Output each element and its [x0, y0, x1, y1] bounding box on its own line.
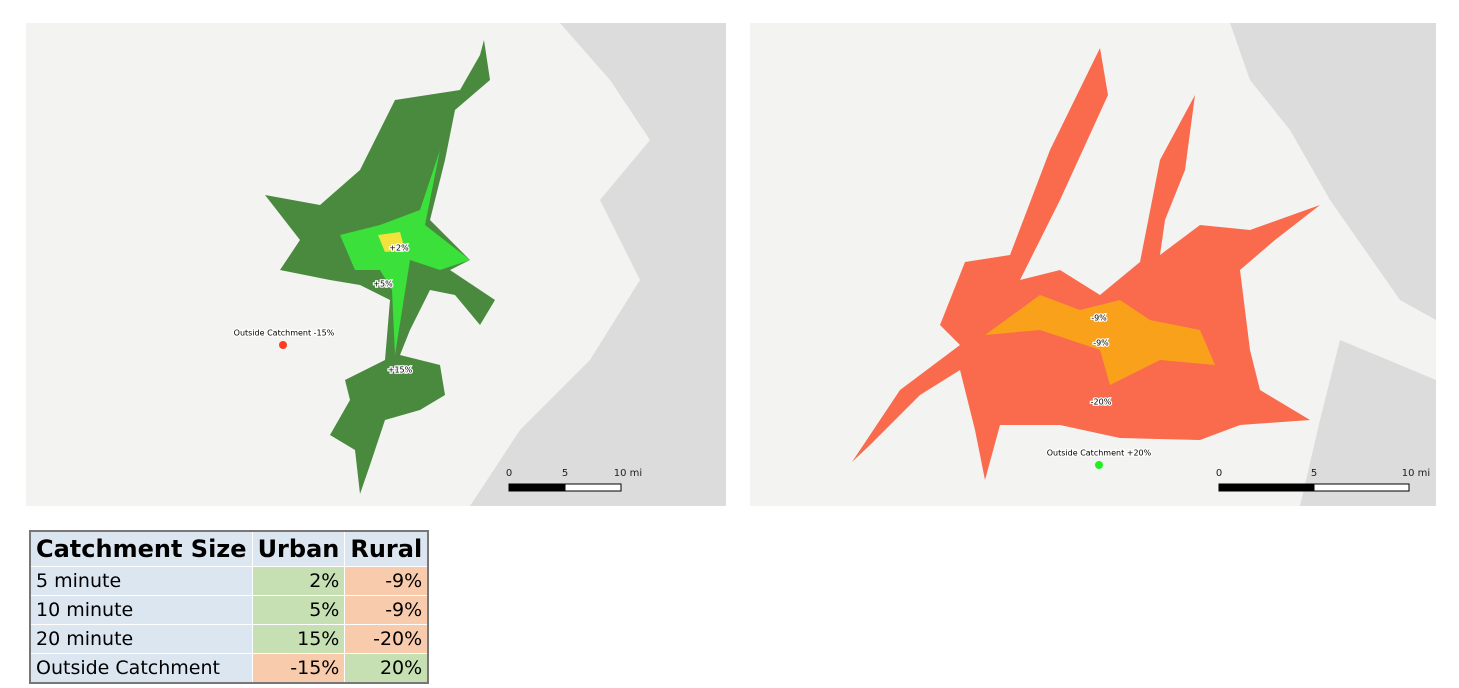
- cell: Outside Catchment: [29, 653, 253, 684]
- row: 5 minute 2% -9%: [29, 566, 429, 596]
- catchment-urban-10: [340, 150, 470, 355]
- outside-point: [279, 341, 287, 349]
- cell: -20%: [344, 624, 429, 654]
- water: [470, 23, 726, 506]
- row: Outside Catchment -15% 20%: [29, 653, 429, 684]
- map-label: +2%: [389, 244, 409, 253]
- row: 10 minute 5% -9%: [29, 595, 429, 625]
- scale-label: 0: [1216, 468, 1222, 479]
- catchment-table: Catchment Size Urban Rural 5 minute 2% -…: [29, 530, 430, 684]
- map-label: +15%: [388, 366, 413, 375]
- scale-bar: [1218, 483, 1315, 492]
- header-cell: Urban: [251, 530, 346, 567]
- scale-label: 0: [506, 468, 512, 479]
- cell: 2%: [251, 566, 346, 596]
- scale-label: 10 mi: [1402, 468, 1430, 479]
- catchment-urban-5: [378, 232, 405, 252]
- water: [1300, 340, 1436, 506]
- cell: 10 minute: [29, 595, 253, 625]
- scale-bar: [508, 483, 566, 492]
- cell: 20%: [344, 653, 429, 684]
- header-row: Catchment Size Urban Rural: [29, 530, 429, 567]
- map-label: -9%: [1091, 314, 1107, 323]
- catchment-rural-10: [985, 295, 1215, 385]
- map-label: +5%: [373, 280, 393, 289]
- map-label: -9%: [1093, 339, 1109, 348]
- map-label: -20%: [1091, 398, 1112, 407]
- cell: 20 minute: [29, 624, 253, 654]
- scale-label: 5: [1311, 468, 1317, 479]
- cell: -15%: [251, 653, 346, 684]
- water: [1230, 23, 1436, 320]
- cell: -9%: [344, 566, 429, 596]
- scale-label: 10 mi: [614, 468, 642, 479]
- map-left: +2% +5% +15% Outside Catchment -15% 0 5 …: [26, 23, 726, 506]
- scale-bar: [564, 483, 622, 492]
- outside-point: [1095, 461, 1103, 469]
- cell: -9%: [344, 595, 429, 625]
- header-cell: Catchment Size: [29, 530, 253, 567]
- map-label: Outside Catchment -15%: [234, 329, 335, 338]
- maps: +2% +5% +15% Outside Catchment -15% 0 5 …: [26, 23, 1436, 506]
- catchment-rural-20: [852, 48, 1320, 480]
- map-right: -9% -9% -20% Outside Catchment +20% 0 5 …: [750, 23, 1436, 506]
- scale-bar: [1313, 483, 1410, 492]
- row: 20 minute 15% -20%: [29, 624, 429, 654]
- scale-label: 5: [562, 468, 568, 479]
- header-cell: Rural: [344, 530, 429, 567]
- map-label: Outside Catchment +20%: [1047, 449, 1152, 458]
- cell: 15%: [251, 624, 346, 654]
- cell: 5 minute: [29, 566, 253, 596]
- cell: 5%: [251, 595, 346, 625]
